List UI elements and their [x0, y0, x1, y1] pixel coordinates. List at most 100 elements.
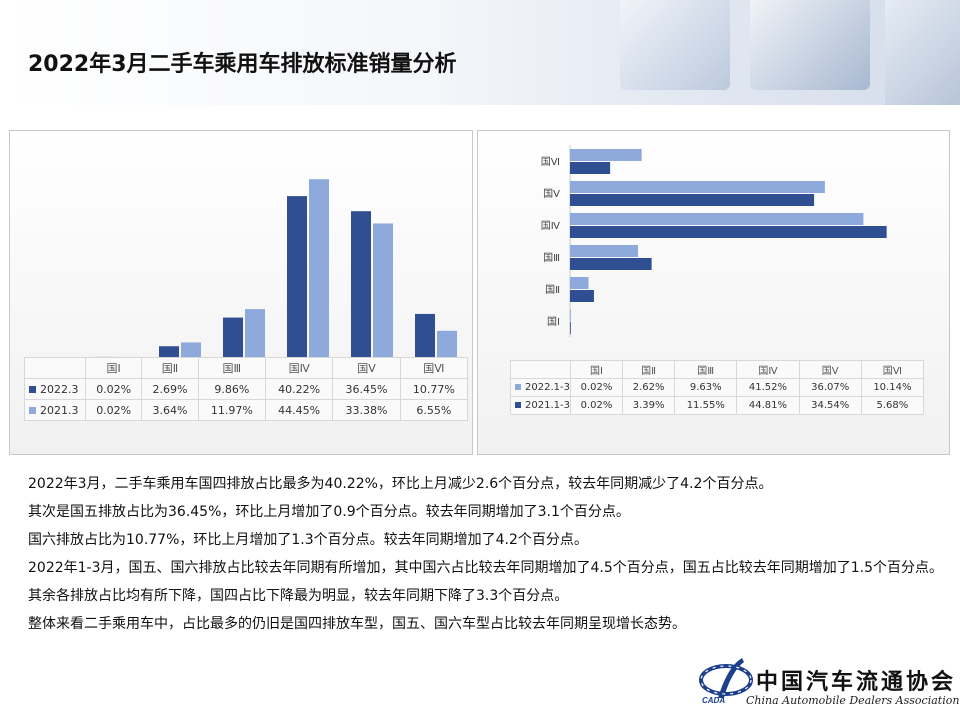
table-header-cell: 国Ⅰ	[569, 360, 624, 379]
page-title: 2022年3月二手车乘用车排放标准销量分析	[28, 52, 457, 77]
table-cell: 3.39%	[622, 396, 676, 415]
bar-2022.3-国Ⅲ	[223, 317, 243, 357]
table-header-cell: 国Ⅱ	[622, 360, 676, 379]
header-banner: 2022年3月二手车乘用车排放标准销量分析	[0, 0, 960, 105]
series-label-cell: 2022.3	[24, 378, 86, 400]
bar-2022.3-国Ⅵ	[415, 313, 435, 357]
cada-logo: CADA 中国汽车流通协会 China Automobile Dealers A…	[692, 652, 959, 714]
table-cell: 3.64%	[141, 399, 199, 421]
quarterly-emission-bar-chart: 国Ⅵ 国Ⅴ 国Ⅳ 国Ⅲ 国Ⅱ 国Ⅰ	[541, 145, 887, 337]
series-name: 2021.1-3	[525, 400, 570, 411]
series-name: 2022.3	[40, 382, 79, 396]
table-cell: 2.69%	[141, 378, 199, 400]
bar-2021.1-3-国Ⅲ	[570, 258, 652, 270]
quarterly-emission-chart-panel: 国Ⅵ 国Ⅴ 国Ⅳ 国Ⅲ 国Ⅱ 国Ⅰ 国Ⅰ 国Ⅱ 国Ⅲ 国Ⅳ 国Ⅴ 国Ⅵ 2022.1-3 …	[477, 130, 950, 455]
table-cell: 10.77%	[399, 378, 469, 400]
table-cell: 0.02%	[569, 396, 624, 415]
table-header-cell: 国Ⅴ	[798, 360, 862, 379]
bar-2022.1-3-国Ⅵ	[570, 149, 642, 161]
table-cell: 0.02%	[84, 378, 143, 400]
legend-swatch	[515, 384, 521, 390]
series-label-cell: 2022.1-3	[510, 378, 571, 397]
table-corner-cell	[24, 357, 86, 379]
decor-cube	[620, 0, 730, 90]
decor-cube	[750, 0, 870, 90]
category-tick-label: 国Ⅰ	[547, 316, 560, 328]
bar-2021.3-国Ⅲ	[245, 309, 265, 357]
table-header-cell: 国Ⅱ	[141, 357, 199, 379]
analysis-text: 2022年3月，二手车乘用车国四排放占比最多为40.22%，环比上月减少2.6个…	[28, 470, 948, 638]
table-cell: 11.97%	[197, 399, 267, 421]
bar-2022.3-国Ⅱ	[159, 346, 179, 357]
bar-2022.3-国Ⅳ	[287, 196, 307, 357]
monthly-data-table: 国Ⅰ 国Ⅱ 国Ⅲ 国Ⅳ 国Ⅴ 国Ⅵ 2022.3 0.02% 2.69% 9.8…	[24, 357, 469, 421]
table-corner-cell	[510, 360, 571, 379]
series-label-cell: 2021.1-3	[510, 396, 571, 415]
table-cell: 2.62%	[622, 378, 676, 397]
logo-abbreviation: CADA	[702, 696, 726, 705]
legend-swatch	[515, 402, 521, 408]
table-cell: 0.02%	[84, 399, 143, 421]
analysis-paragraph: 国六排放占比为10.77%，环比上月增加了1.3个百分点。较去年同期增加了4.2…	[28, 532, 588, 548]
table-cell: 11.55%	[674, 396, 738, 415]
table-cell: 33.38%	[332, 399, 401, 421]
category-tick-label: 国Ⅲ	[543, 252, 560, 264]
table-cell: 36.45%	[332, 378, 401, 400]
table-cell: 34.54%	[798, 396, 862, 415]
table-cell: 10.14%	[860, 378, 925, 397]
bar-2021.1-3-国Ⅱ	[570, 290, 594, 302]
category-tick-label: 国Ⅱ	[545, 284, 560, 296]
bar-2022.1-3-国Ⅱ	[570, 277, 589, 289]
table-header-cell: 国Ⅵ	[399, 357, 469, 379]
bar-2021.3-国Ⅱ	[181, 342, 201, 357]
table-cell: 9.86%	[197, 378, 267, 400]
category-tick-label: 国Ⅴ	[543, 188, 560, 200]
legend-swatch	[29, 385, 36, 393]
series-label-cell: 2021.3	[24, 399, 86, 421]
quarterly-data-table: 国Ⅰ 国Ⅱ 国Ⅲ 国Ⅳ 国Ⅴ 国Ⅵ 2022.1-3 0.02% 2.62% 9…	[510, 360, 925, 415]
legend-swatch	[29, 406, 36, 414]
table-header-cell: 国Ⅲ	[197, 357, 267, 379]
bar-2022.1-3-国Ⅲ	[570, 245, 639, 257]
cada-emblem-icon	[699, 658, 753, 698]
table-row: 2021.1-3 0.02% 3.39% 11.55% 44.81% 34.54…	[510, 396, 925, 415]
table-header-row: 国Ⅰ 国Ⅱ 国Ⅲ 国Ⅳ 国Ⅴ 国Ⅵ	[510, 360, 925, 379]
table-header-row: 国Ⅰ 国Ⅱ 国Ⅲ 国Ⅳ 国Ⅴ 国Ⅵ	[24, 357, 469, 379]
bar-2021.1-3-国Ⅵ	[570, 162, 611, 174]
bar-2022.3-国Ⅴ	[351, 211, 371, 357]
table-cell: 41.52%	[736, 378, 800, 397]
table-cell: 36.07%	[798, 378, 862, 397]
monthly-emission-chart-panel: 国Ⅰ 国Ⅱ 国Ⅲ 国Ⅳ 国Ⅴ 国Ⅵ 2022.3 0.02% 2.69% 9.8…	[9, 130, 473, 455]
table-cell: 9.63%	[674, 378, 738, 397]
bar-2021.1-3-国Ⅰ	[570, 322, 571, 334]
analysis-paragraph: 2022年1-3月，国五、国六排放占比较去年同期有所增加，其中国六占比较去年同期…	[28, 560, 944, 604]
series-name: 2021.3	[40, 403, 79, 417]
logo-english-name: China Automobile Dealers Association	[746, 694, 960, 707]
table-row: 2022.3 0.02% 2.69% 9.86% 40.22% 36.45% 1…	[24, 378, 469, 400]
bar-2021.1-3-国Ⅴ	[570, 194, 815, 206]
table-cell: 0.02%	[569, 378, 624, 397]
header-decoration	[600, 0, 960, 105]
bar-2021.3-国Ⅳ	[309, 179, 329, 357]
analysis-paragraph: 其次是国五排放占比为36.45%，环比上月增加了0.9个百分点。较去年同期增加了…	[28, 504, 630, 520]
bar-2022.1-3-国Ⅳ	[570, 213, 864, 225]
category-tick-label: 国Ⅳ	[541, 220, 561, 232]
analysis-paragraph: 整体来看二手乘用车中，占比最多的仍旧是国四排放车型，国五、国六车型占比较去年同期…	[28, 616, 686, 632]
table-header-cell: 国Ⅵ	[860, 360, 925, 379]
table-header-cell: 国Ⅲ	[674, 360, 738, 379]
monthly-emission-bar-chart	[95, 179, 457, 358]
category-tick-label: 国Ⅵ	[541, 156, 560, 168]
table-cell: 6.55%	[399, 399, 469, 421]
series-name: 2022.1-3	[525, 382, 570, 393]
table-cell: 44.81%	[736, 396, 800, 415]
bar-2021.3-国Ⅵ	[437, 330, 457, 357]
bar-2022.1-3-国Ⅴ	[570, 181, 825, 193]
table-row: 2022.1-3 0.02% 2.62% 9.63% 41.52% 36.07%…	[510, 378, 925, 397]
table-header-cell: 国Ⅳ	[264, 357, 334, 379]
analysis-paragraph: 2022年3月，二手车乘用车国四排放占比最多为40.22%，环比上月减少2.6个…	[28, 476, 773, 492]
table-cell: 44.45%	[264, 399, 334, 421]
decor-cube	[885, 0, 960, 105]
table-cell: 40.22%	[264, 378, 334, 400]
table-row: 2021.3 0.02% 3.64% 11.97% 44.45% 33.38% …	[24, 399, 469, 421]
bar-2021.3-国Ⅴ	[373, 223, 393, 357]
